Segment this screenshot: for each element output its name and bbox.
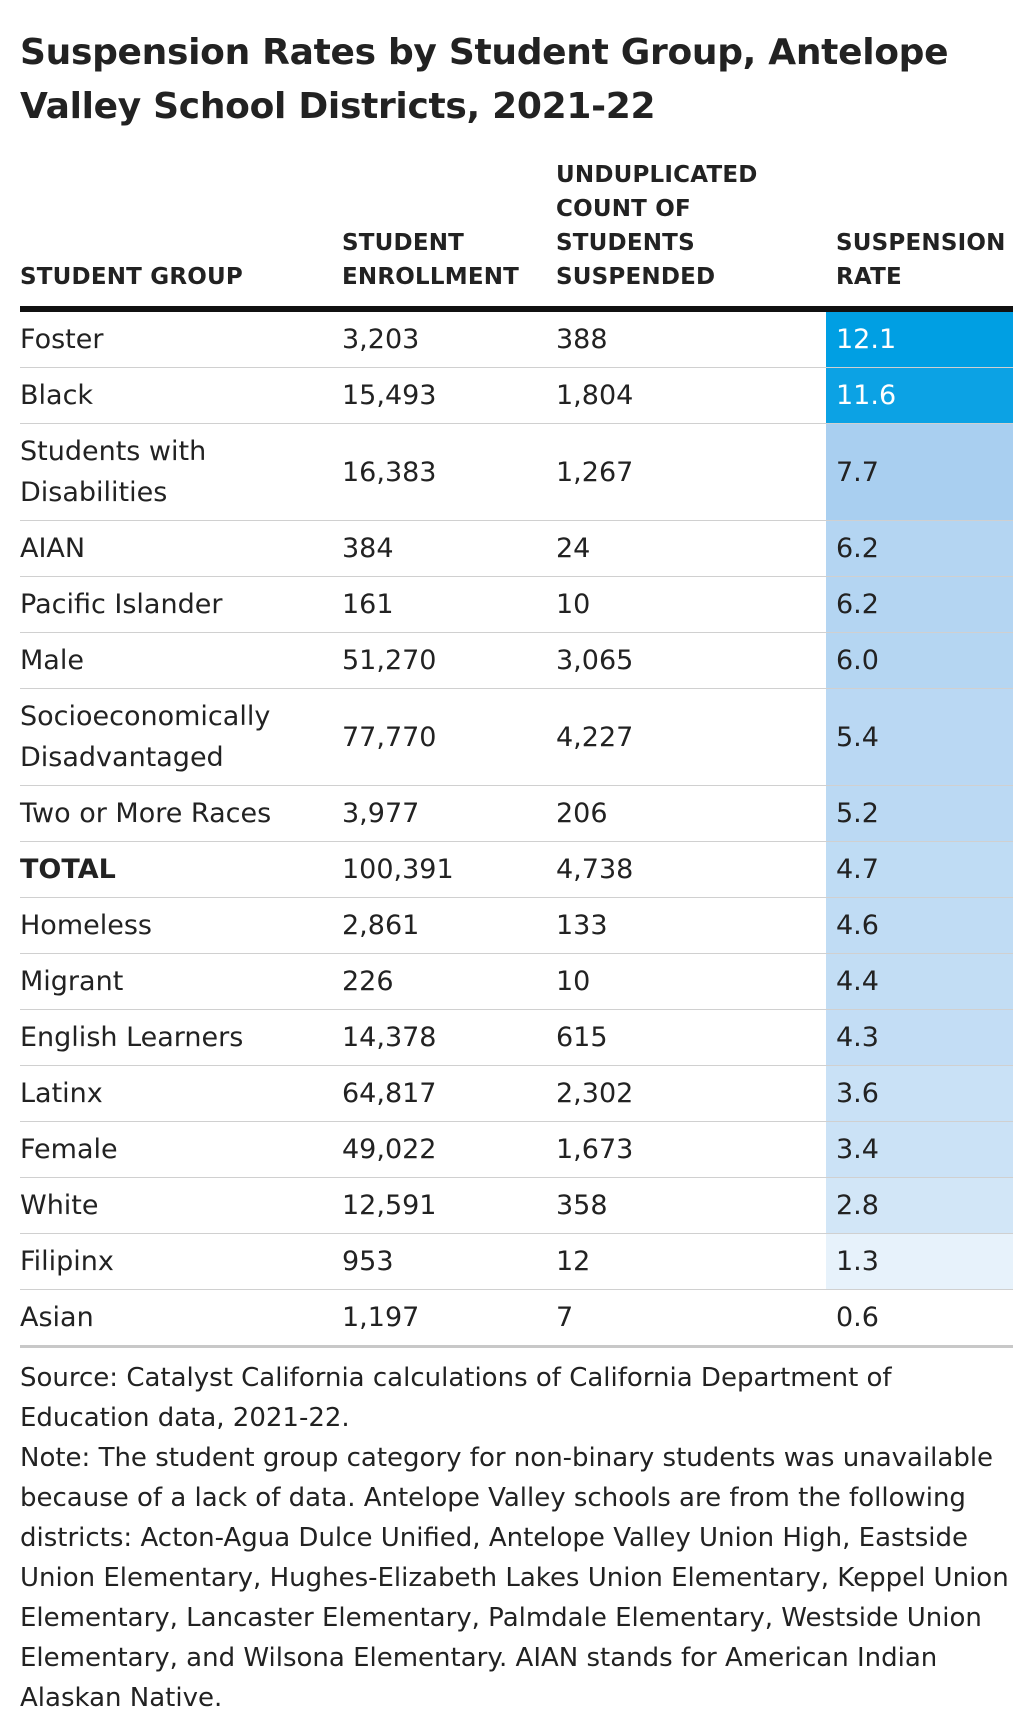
data-table: STUDENT GROUP STUDENT ENROLLMENT UNDUPLI… — [20, 150, 1013, 1348]
cell-suspension-rate: 3.4 — [826, 1121, 1013, 1178]
cell-enrollment: 14,378 — [342, 1009, 556, 1066]
cell-suspended: 1,804 — [556, 367, 826, 424]
table-row: White 12,591 358 2.8 — [20, 1177, 1013, 1234]
cell-suspension-rate: 4.7 — [826, 841, 1013, 898]
cell-suspension-rate: 12.1 — [826, 309, 1013, 368]
cell-suspension-rate: 4.3 — [826, 1009, 1013, 1066]
cell-enrollment: 2,861 — [342, 897, 556, 954]
table-row: Homeless 2,861 133 4.6 — [20, 897, 1013, 954]
cell-suspended: 10 — [556, 576, 826, 633]
cell-suspension-rate: 0.6 — [826, 1289, 1013, 1348]
note-text: Note: The student group category for non… — [20, 1443, 1009, 1713]
header-suspension-rate: SUSPENSION RATE — [826, 150, 1013, 312]
header-students-suspended: UNDUPLICATED COUNT OF STUDENTS SUSPENDED — [556, 150, 826, 312]
cell-enrollment: 16,383 — [342, 423, 556, 521]
cell-suspension-rate: 7.7 — [826, 423, 1013, 521]
cell-suspended: 358 — [556, 1177, 826, 1234]
cell-suspension-rate: 11.6 — [826, 367, 1013, 424]
header-row: STUDENT GROUP STUDENT ENROLLMENT UNDUPLI… — [20, 150, 1013, 312]
table-row: Filipinx 953 12 1.3 — [20, 1233, 1013, 1290]
cell-suspended: 206 — [556, 785, 826, 842]
cell-suspended: 1,673 — [556, 1121, 826, 1178]
cell-student-group: Homeless — [20, 897, 342, 954]
table-row: TOTAL 100,391 4,738 4.7 — [20, 841, 1013, 898]
cell-enrollment: 161 — [342, 576, 556, 633]
cell-suspension-rate: 5.2 — [826, 785, 1013, 842]
table-body: Foster 3,203 388 12.1 Black 15,493 1,804 11.6 St… — [20, 309, 1013, 1348]
cell-enrollment: 3,977 — [342, 785, 556, 842]
cell-suspended: 2,302 — [556, 1065, 826, 1122]
cell-suspended: 615 — [556, 1009, 826, 1066]
cell-student-group: Students with Disabilities — [20, 423, 342, 521]
cell-suspension-rate: 6.0 — [826, 632, 1013, 689]
cell-suspension-rate: 3.6 — [826, 1065, 1013, 1122]
table-row: Two or More Races 3,977 206 5.2 — [20, 785, 1013, 842]
cell-enrollment: 384 — [342, 520, 556, 577]
cell-enrollment: 1,197 — [342, 1289, 556, 1348]
table-row: Socioeconomically Disadvantaged 77,770 4,2… — [20, 688, 1013, 786]
cell-suspended: 24 — [556, 520, 826, 577]
cell-suspended: 3,065 — [556, 632, 826, 689]
table-row: English Learners 14,378 615 4.3 — [20, 1009, 1013, 1066]
cell-enrollment: 953 — [342, 1233, 556, 1290]
cell-suspended: 133 — [556, 897, 826, 954]
cell-enrollment: 77,770 — [342, 688, 556, 786]
cell-enrollment: 3,203 — [342, 309, 556, 368]
cell-suspension-rate: 2.8 — [826, 1177, 1013, 1234]
cell-enrollment: 49,022 — [342, 1121, 556, 1178]
cell-student-group: Foster — [20, 309, 342, 368]
table-row: Pacific Islander 161 10 6.2 — [20, 576, 1013, 633]
cell-student-group: White — [20, 1177, 342, 1234]
table-row: Female 49,022 1,673 3.4 — [20, 1121, 1013, 1178]
cell-suspended: 388 — [556, 309, 826, 368]
cell-suspended: 4,738 — [556, 841, 826, 898]
header-student-enrollment: STUDENT ENROLLMENT — [342, 150, 556, 312]
cell-suspended: 10 — [556, 953, 826, 1010]
cell-suspension-rate: 4.6 — [826, 897, 1013, 954]
table-row: Migrant 226 10 4.4 — [20, 953, 1013, 1010]
cell-student-group: Female — [20, 1121, 342, 1178]
cell-enrollment: 226 — [342, 953, 556, 1010]
cell-suspended: 1,267 — [556, 423, 826, 521]
cell-student-group: Filipinx — [20, 1233, 342, 1290]
cell-student-group: Two or More Races — [20, 785, 342, 842]
cell-suspension-rate: 5.4 — [826, 688, 1013, 786]
table-row: Students with Disabilities 16,383 1,267 7.7 — [20, 423, 1013, 521]
cell-suspended: 4,227 — [556, 688, 826, 786]
footnotes: Source: Catalyst California calculations… — [20, 1358, 1010, 1718]
cell-enrollment: 100,391 — [342, 841, 556, 898]
cell-enrollment: 64,817 — [342, 1065, 556, 1122]
cell-suspension-rate: 6.2 — [826, 576, 1013, 633]
cell-suspension-rate: 6.2 — [826, 520, 1013, 577]
cell-suspension-rate: 4.4 — [826, 953, 1013, 1010]
cell-student-group: Migrant — [20, 953, 342, 1010]
cell-student-group: Male — [20, 632, 342, 689]
table-row: Latinx 64,817 2,302 3.6 — [20, 1065, 1013, 1122]
table-row: Male 51,270 3,065 6.0 — [20, 632, 1013, 689]
cell-student-group: Asian — [20, 1289, 342, 1348]
cell-student-group: Pacific Islander — [20, 576, 342, 633]
cell-student-group: TOTAL — [20, 841, 342, 898]
cell-suspended: 12 — [556, 1233, 826, 1290]
chart-title: Suspension Rates by Student Group, Antel… — [20, 32, 949, 127]
table-row: Asian 1,197 7 0.6 — [20, 1289, 1013, 1348]
table-row: Foster 3,203 388 12.1 — [20, 309, 1013, 368]
table-row: Black 15,493 1,804 11.6 — [20, 367, 1013, 424]
table-row: AIAN 384 24 6.2 — [20, 520, 1013, 577]
cell-enrollment: 51,270 — [342, 632, 556, 689]
cell-student-group: AIAN — [20, 520, 342, 577]
cell-suspended: 7 — [556, 1289, 826, 1348]
cell-student-group: English Learners — [20, 1009, 342, 1066]
cell-student-group: Socioeconomically Disadvantaged — [20, 688, 342, 786]
header-student-group: STUDENT GROUP — [20, 150, 342, 312]
cell-suspension-rate: 1.3 — [826, 1233, 1013, 1290]
cell-student-group: Latinx — [20, 1065, 342, 1122]
source-note: Source: Catalyst California calculations… — [20, 1363, 892, 1433]
cell-enrollment: 12,591 — [342, 1177, 556, 1234]
cell-student-group: Black — [20, 367, 342, 424]
cell-enrollment: 15,493 — [342, 367, 556, 424]
